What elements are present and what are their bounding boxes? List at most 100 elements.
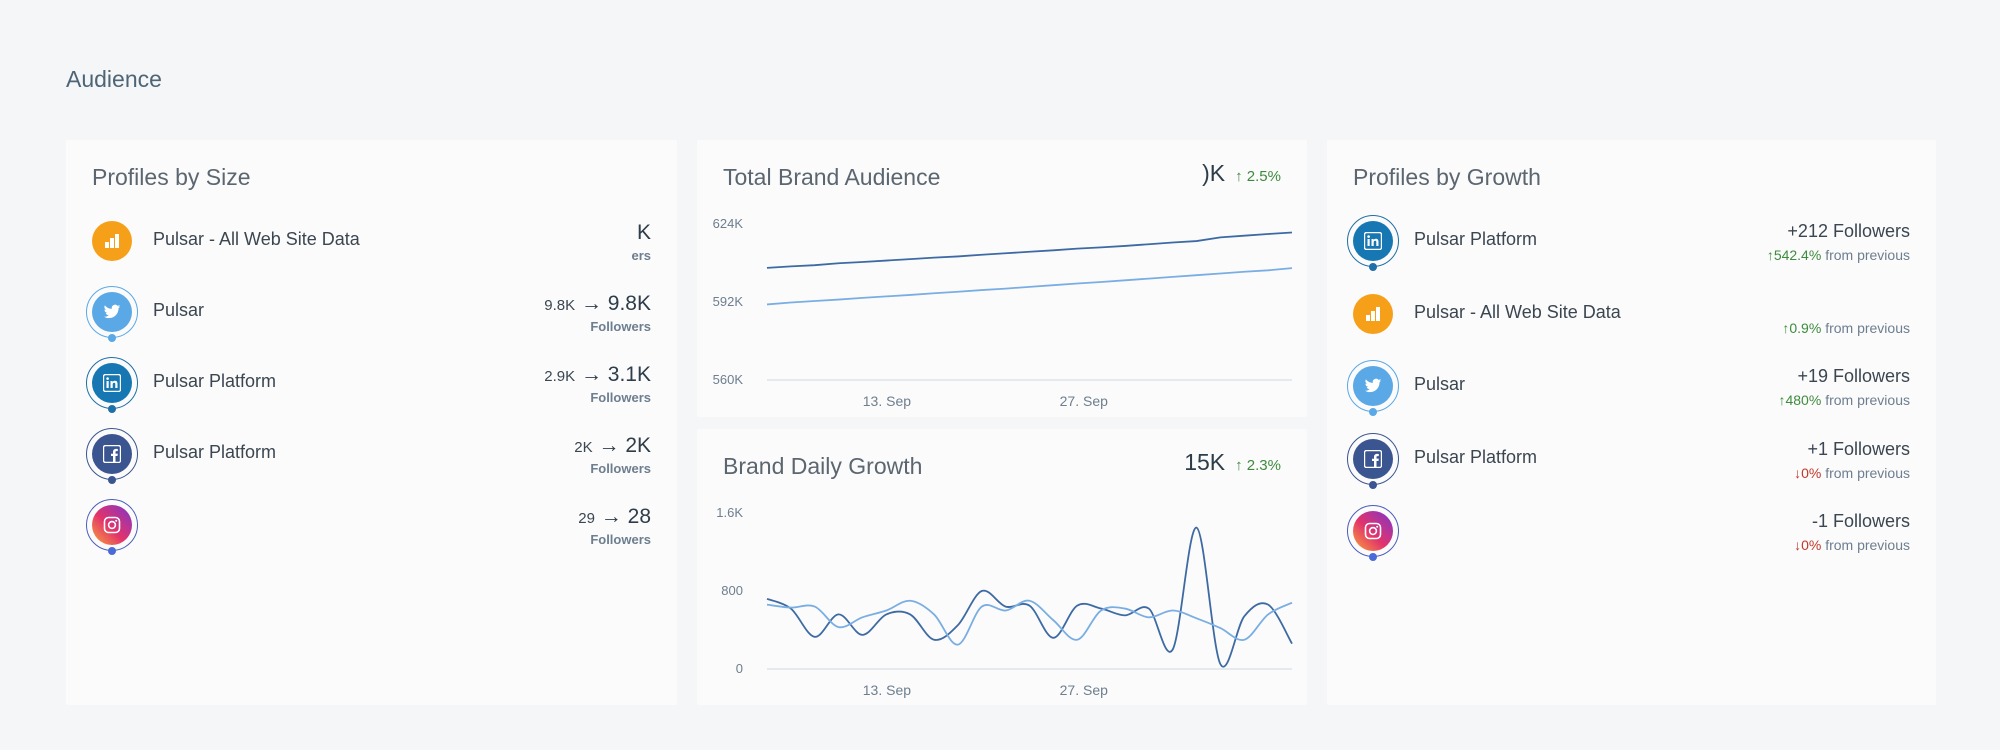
- analytics-icon: [92, 221, 132, 261]
- size-values: 29 → 28: [578, 505, 651, 529]
- series-line-1[interactable]: [766, 526, 1293, 668]
- y-tick-label: 1.6K: [716, 505, 743, 520]
- avatar[interactable]: [1347, 432, 1399, 489]
- arrow-up-icon: ↑: [1778, 392, 1786, 408]
- x-tick-label: 13. Sep: [863, 393, 911, 409]
- metric-change: ↑ 2.3%: [1235, 457, 1281, 474]
- avatar[interactable]: [86, 428, 138, 484]
- profile-row[interactable]: Pulsar Platform 2.9K → 3.1K Followers: [66, 353, 677, 413]
- avatar[interactable]: [1347, 360, 1399, 416]
- profile-row[interactable]: Pulsar +19 Followers ↑480% from previous: [1327, 356, 1936, 416]
- twitter-icon: [92, 292, 132, 332]
- series-line-1[interactable]: [766, 231, 1293, 269]
- avatar[interactable]: [1347, 215, 1399, 271]
- avatar[interactable]: [1347, 505, 1399, 561]
- avatar[interactable]: [86, 215, 138, 267]
- avatar[interactable]: [1347, 288, 1399, 340]
- y-tick-label: 0: [736, 661, 743, 676]
- profiles-by-size-card: Profiles by Size Pulsar - All Web Site D…: [66, 140, 677, 705]
- facebook-icon: [92, 434, 132, 474]
- percent-value: 542.4%: [1773, 247, 1822, 263]
- profile-growth: +19 Followers ↑480% from previous: [1778, 366, 1910, 408]
- percent-value: 0%: [1801, 464, 1822, 481]
- followers-delta: +212 Followers: [1787, 221, 1910, 241]
- card-title: Profiles by Growth: [1353, 164, 1541, 190]
- total-audience-chart[interactable]: 624K 592K 560K 13. Sep 27. Sep: [697, 140, 1307, 417]
- profile-row[interactable]: Pulsar Platform 2K → 2K Followers: [66, 424, 677, 484]
- series-line-2[interactable]: [766, 267, 1293, 306]
- status-dot: [1369, 263, 1377, 271]
- linkedin-icon: [1353, 221, 1393, 261]
- profile-row[interactable]: 29 → 28 Followers: [66, 495, 677, 555]
- percent-value: 0.9%: [1789, 319, 1822, 336]
- avatar[interactable]: [86, 357, 138, 413]
- total-brand-audience-card: Total Brand Audience )K ↑ 2.5% 624K 592K 5…: [697, 140, 1307, 417]
- size-values: K: [631, 221, 651, 245]
- followers-delta: +19 Followers: [1797, 366, 1910, 386]
- followers-label: Followers: [590, 532, 651, 547]
- arrow-right-icon: →: [600, 505, 622, 528]
- old-value: 29: [578, 510, 595, 527]
- avatar[interactable]: [86, 286, 138, 342]
- arrow-up-icon: ↑: [1235, 168, 1243, 185]
- new-value: 9.8K: [607, 292, 651, 315]
- arrow-up-icon: ↑: [1235, 457, 1243, 474]
- old-value: 2.9K: [544, 368, 576, 385]
- profile-name: Pulsar: [153, 300, 205, 320]
- metric-change: ↑ 2.5%: [1235, 168, 1281, 185]
- linkedin-icon: [92, 363, 132, 403]
- size-values: 2.9K → 3.1K: [544, 363, 651, 387]
- followers-delta: +1 Followers: [1807, 438, 1910, 459]
- followers-delta: -1 Followers: [1811, 511, 1910, 531]
- growth-percent: ↓0% from previous: [1794, 537, 1910, 553]
- x-tick-label: 27. Sep: [1060, 682, 1108, 698]
- profile-name: Pulsar Platform: [153, 442, 277, 462]
- twitter-icon: [1353, 366, 1393, 406]
- from-previous-label: from previous: [1825, 537, 1910, 553]
- arrow-right-icon: →: [580, 363, 602, 386]
- series-line-2[interactable]: [766, 599, 1293, 646]
- x-tick-label: 13. Sep: [863, 682, 911, 698]
- instagram-icon: [92, 505, 132, 545]
- followers-label: Followers: [590, 461, 651, 476]
- metric-value: 15K: [1184, 449, 1226, 475]
- profile-row[interactable]: Pulsar Platform +1 Followers ↓0% from prev…: [1327, 429, 1936, 489]
- profile-growth: ↑0.9% from previous: [1782, 294, 1910, 336]
- profile-row[interactable]: Pulsar 9.8K → 9.8K Followers: [66, 282, 677, 342]
- arrow-up-icon: ↑: [1766, 247, 1774, 263]
- profile-size: 9.8K → 9.8K Followers: [544, 292, 651, 334]
- status-dot: [108, 547, 116, 555]
- profile-row[interactable]: Pulsar - All Web Site Data ↑0.9% from pre…: [1327, 284, 1936, 344]
- instagram-icon: [1353, 511, 1393, 551]
- facebook-icon: [1353, 438, 1393, 479]
- growth-percent: ↑0.9% from previous: [1782, 320, 1910, 336]
- profile-row[interactable]: Pulsar Platform +212 Followers ↑542.4% fro…: [1327, 211, 1936, 271]
- new-value: 3.1K: [607, 363, 651, 386]
- y-tick-label: 592K: [713, 294, 744, 309]
- from-previous-label: from previous: [1825, 464, 1910, 481]
- daily-growth-chart[interactable]: 1.6K 800 0 13. Sep 27. Sep: [697, 429, 1307, 705]
- arrow-up-icon: ↑: [1782, 319, 1790, 336]
- card-title: Total Brand Audience: [723, 164, 941, 190]
- from-previous-label: from previous: [1825, 319, 1910, 336]
- old-value: 9.8K: [544, 297, 576, 314]
- x-tick-label: 27. Sep: [1060, 393, 1108, 409]
- profile-size: 2K → 2K Followers: [574, 434, 651, 476]
- avatar[interactable]: [86, 499, 138, 555]
- profile-growth: -1 Followers ↓0% from previous: [1794, 511, 1910, 553]
- growth-percent: ↓0% from previous: [1794, 465, 1910, 481]
- profile-row[interactable]: -1 Followers ↓0% from previous: [1327, 501, 1936, 561]
- profile-size: 29 → 28 Followers: [578, 505, 651, 547]
- arrow-right-icon: →: [598, 434, 620, 457]
- profile-growth: +1 Followers ↓0% from previous: [1794, 439, 1910, 481]
- card-title: Brand Daily Growth: [723, 453, 923, 479]
- section-title: Audience: [66, 66, 162, 92]
- size-values: 2K → 2K: [574, 434, 651, 458]
- new-value: K: [636, 221, 651, 244]
- status-dot: [1369, 408, 1377, 416]
- status-dot: [108, 405, 116, 413]
- profile-name: Pulsar Platform: [1414, 446, 1538, 467]
- metric: 15K ↑ 2.3%: [1184, 449, 1281, 476]
